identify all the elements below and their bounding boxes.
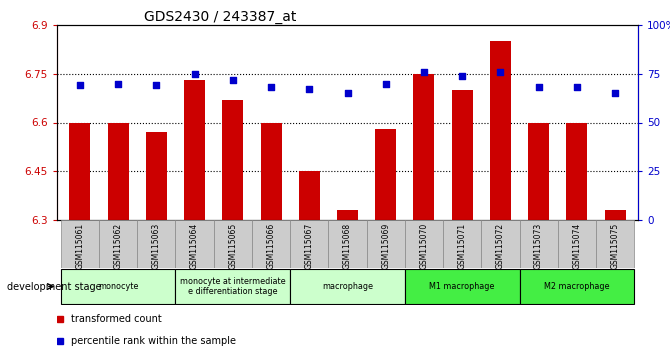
- Bar: [176, 220, 214, 268]
- Text: percentile rank within the sample: percentile rank within the sample: [71, 336, 236, 346]
- Point: [495, 69, 506, 75]
- Bar: [261, 122, 281, 220]
- Text: GSM115061: GSM115061: [76, 222, 84, 269]
- Bar: [61, 220, 99, 268]
- Bar: [604, 210, 626, 220]
- Text: GSM115071: GSM115071: [458, 222, 467, 269]
- Point: [381, 81, 391, 86]
- Text: GSM115069: GSM115069: [381, 222, 390, 269]
- Bar: [252, 220, 290, 268]
- Bar: [481, 220, 519, 268]
- Bar: [328, 220, 366, 268]
- Bar: [596, 220, 634, 268]
- Bar: [299, 171, 320, 220]
- Point: [151, 82, 161, 88]
- Point: [228, 77, 239, 82]
- Bar: [375, 129, 396, 220]
- Bar: [176, 269, 290, 304]
- Bar: [70, 122, 90, 220]
- Text: GSM115073: GSM115073: [534, 222, 543, 269]
- Text: GSM115063: GSM115063: [152, 222, 161, 269]
- Bar: [557, 220, 596, 268]
- Text: GSM115062: GSM115062: [114, 222, 123, 269]
- Point: [342, 90, 353, 96]
- Bar: [290, 220, 328, 268]
- Bar: [137, 220, 176, 268]
- Bar: [519, 269, 634, 304]
- Bar: [108, 122, 129, 220]
- Text: development stage: development stage: [7, 281, 101, 291]
- Point: [572, 85, 582, 90]
- Text: GSM115068: GSM115068: [343, 222, 352, 269]
- Bar: [519, 220, 557, 268]
- Text: GDS2430 / 243387_at: GDS2430 / 243387_at: [144, 10, 297, 24]
- Bar: [566, 122, 588, 220]
- Text: monocyte: monocyte: [98, 282, 138, 291]
- Text: M1 macrophage: M1 macrophage: [429, 282, 495, 291]
- Text: GSM115066: GSM115066: [267, 222, 275, 269]
- Point: [113, 81, 123, 86]
- Bar: [337, 210, 358, 220]
- Bar: [405, 220, 443, 268]
- Bar: [490, 41, 511, 220]
- Text: GSM115074: GSM115074: [572, 222, 582, 269]
- Bar: [146, 132, 167, 220]
- Text: GSM115064: GSM115064: [190, 222, 199, 269]
- Bar: [452, 90, 472, 220]
- Text: GSM115075: GSM115075: [610, 222, 620, 269]
- Point: [610, 90, 620, 96]
- Bar: [405, 269, 519, 304]
- Text: macrophage: macrophage: [322, 282, 373, 291]
- Text: GSM115065: GSM115065: [228, 222, 237, 269]
- Text: GSM115072: GSM115072: [496, 222, 505, 269]
- Point: [189, 71, 200, 76]
- Bar: [184, 80, 205, 220]
- Bar: [99, 220, 137, 268]
- Point: [533, 85, 544, 90]
- Point: [74, 82, 85, 88]
- Bar: [61, 269, 176, 304]
- Bar: [413, 74, 434, 220]
- Text: GSM115070: GSM115070: [419, 222, 428, 269]
- Bar: [366, 220, 405, 268]
- Point: [419, 69, 429, 75]
- Bar: [528, 122, 549, 220]
- Point: [457, 73, 468, 79]
- Bar: [443, 220, 481, 268]
- Bar: [222, 100, 243, 220]
- Text: M2 macrophage: M2 macrophage: [544, 282, 610, 291]
- Text: monocyte at intermediate
e differentiation stage: monocyte at intermediate e differentiati…: [180, 277, 285, 296]
- Bar: [214, 220, 252, 268]
- Text: transformed count: transformed count: [71, 314, 161, 324]
- Point: [266, 85, 277, 90]
- Point: [304, 86, 315, 92]
- Bar: [290, 269, 405, 304]
- Text: GSM115067: GSM115067: [305, 222, 314, 269]
